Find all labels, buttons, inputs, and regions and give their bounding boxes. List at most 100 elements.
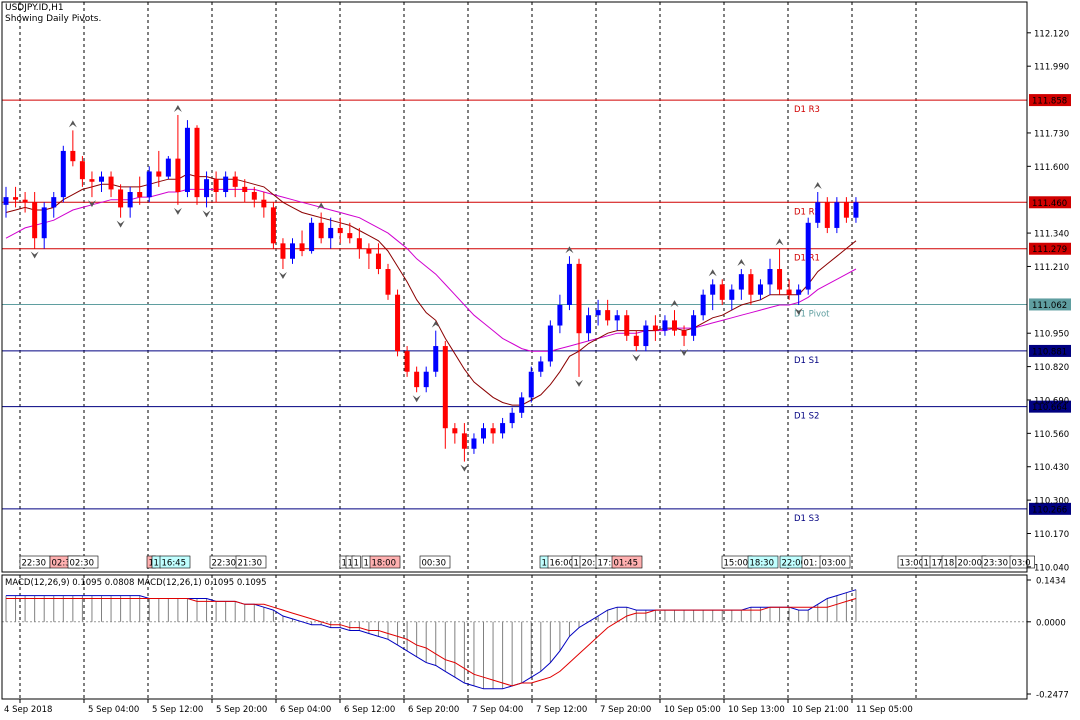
candle-body [586, 315, 592, 334]
candle-body [547, 325, 553, 362]
candle [691, 310, 697, 341]
candle-body [251, 192, 257, 200]
session-label: 18:00 [369, 555, 401, 569]
candle [738, 269, 744, 300]
candle-body [519, 397, 525, 413]
price-tick-label: 110.950 [1034, 330, 1069, 340]
price-tick-label: 110.560 [1034, 430, 1069, 440]
candle-body [184, 127, 190, 192]
candle [70, 130, 76, 167]
candle-body [461, 433, 467, 449]
candle [414, 366, 420, 393]
candle [404, 346, 410, 377]
candle [595, 299, 601, 326]
candle [500, 417, 506, 439]
candle-body [719, 284, 725, 300]
candle [624, 310, 630, 341]
price-tick-label: 111.210 [1034, 263, 1069, 273]
candle-body [309, 222, 315, 252]
candle [328, 217, 334, 249]
candle [700, 289, 706, 321]
candle-body [643, 325, 649, 347]
session-label: 22:30 [209, 555, 241, 569]
candle-body [204, 179, 210, 198]
session-label-text: 17 [932, 559, 943, 569]
session-label-text: 00:30 [422, 559, 447, 569]
fractal-up-marker [708, 269, 717, 277]
session-label-box [369, 555, 401, 569]
candle [452, 423, 458, 444]
candle [652, 315, 658, 341]
candle-body [815, 202, 821, 223]
candle-body [213, 179, 219, 192]
price-tick-label: 110.040 [1034, 563, 1069, 573]
session-label-box [819, 555, 851, 569]
candle [786, 279, 792, 300]
candlesticks [3, 114, 859, 462]
candle-body [89, 179, 95, 182]
time-tick-label: 6 Sep 20:00 [408, 705, 459, 715]
pivot-name: D1 S1 [794, 356, 819, 366]
candle-body [824, 202, 830, 228]
candle [242, 179, 248, 203]
candle [146, 166, 152, 203]
candle [710, 279, 716, 311]
candle [815, 192, 821, 228]
session-label-text: 17: [598, 559, 612, 569]
candle-body [242, 186, 248, 192]
chart-header: USDJPY.ID,H1 Showing Daily Pivots. [5, 3, 101, 25]
candle-body [51, 197, 57, 208]
candle [156, 150, 162, 187]
candle [184, 120, 190, 198]
pivot-price-box [1029, 242, 1071, 255]
candle [32, 192, 38, 249]
candle [108, 171, 114, 198]
candle [538, 356, 544, 377]
candle-body [328, 227, 334, 239]
candle [232, 171, 238, 198]
session-label: 1 [571, 555, 581, 569]
fractal-markers [30, 104, 822, 472]
session-label-box [419, 555, 451, 569]
candle-body [500, 423, 506, 434]
candle [777, 248, 783, 295]
candle-body [280, 243, 286, 259]
time-tick-label: 10 Sep 21:00 [792, 705, 849, 715]
time-tick-label: 6 Sep 12:00 [344, 705, 395, 715]
candle [662, 315, 668, 336]
price-tick-label: 110.430 [1034, 463, 1069, 473]
candle-body [729, 289, 735, 300]
candle [261, 192, 267, 218]
candle-body [490, 428, 496, 434]
time-tick-label: 10 Sep 13:00 [728, 705, 785, 715]
candle-body [146, 171, 152, 198]
candle [99, 171, 104, 192]
time-tick-label: 5 Sep 04:00 [88, 705, 139, 715]
session-label: 16:00 [547, 555, 579, 569]
pivot-price-box [1029, 400, 1071, 413]
candle [566, 256, 572, 311]
candle-body [757, 284, 763, 295]
session-label-text: 20: [582, 559, 596, 569]
session-label: 1 [539, 555, 549, 569]
pivot-price-box [1029, 94, 1071, 107]
session-label-text: 1 [542, 559, 547, 569]
candle [557, 294, 563, 334]
candle-body [614, 315, 620, 321]
candle-body [156, 171, 162, 177]
candle [375, 243, 381, 275]
session-label: 17 [929, 555, 945, 569]
macd-tick-label: 0.0000 [1036, 618, 1066, 628]
candle-body [108, 176, 114, 190]
candle [290, 238, 295, 264]
session-label-box [159, 555, 191, 569]
candle [223, 171, 229, 198]
session-label: 21:30 [235, 555, 267, 569]
session-label-text: 22:00 [782, 559, 807, 569]
candle-body [375, 253, 381, 270]
candle-body [270, 207, 276, 244]
session-label-text: 1 [364, 559, 369, 569]
fractal-down-marker [632, 354, 641, 362]
